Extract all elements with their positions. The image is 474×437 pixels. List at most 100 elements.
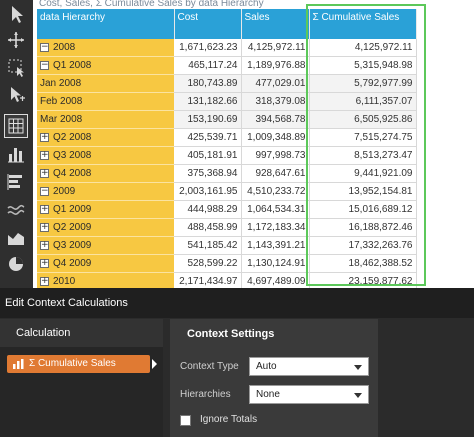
- row-label: Jan 2008: [40, 78, 82, 90]
- row-header[interactable]: + Q4 2009: [37, 254, 174, 273]
- table-row: −2009 2,003,161.95 4,510,233.72 13,952,154.…: [37, 182, 417, 201]
- cumulative-sales-cell[interactable]: 5,315,948.98: [309, 56, 417, 76]
- horizontal-bar-icon[interactable]: [5, 171, 27, 193]
- table-row: + Q2 2009 488,458.99 1,172,183.34 16,188,872…: [37, 218, 417, 237]
- cumulative-sales-cell[interactable]: 16,188,872.46: [309, 218, 417, 237]
- hierarchies-value: None: [256, 389, 280, 400]
- edit-context-calculations-panel: Edit Context Calculations Calculation Σ …: [0, 288, 474, 437]
- collapse-icon[interactable]: −: [40, 185, 49, 196]
- cost-cell[interactable]: 425,539.71: [174, 128, 242, 148]
- cost-cell[interactable]: 1,671,623.23: [174, 39, 242, 58]
- cost-cell[interactable]: 465,117.24: [174, 56, 242, 76]
- expand-icon[interactable]: +: [40, 275, 49, 286]
- cost-cell[interactable]: 488,458.99: [174, 218, 242, 237]
- cost-cell[interactable]: 2,003,161.95: [174, 182, 242, 201]
- ignore-totals-checkbox[interactable]: [180, 415, 191, 426]
- row-header[interactable]: −2009: [37, 182, 174, 201]
- sales-cell[interactable]: 1,172,183.34: [241, 218, 310, 237]
- row-header[interactable]: Feb 2008: [37, 92, 174, 112]
- column-header-cost[interactable]: Cost: [174, 9, 242, 39]
- cost-cell[interactable]: 131,182.66: [174, 92, 242, 112]
- cumulative-sales-cell[interactable]: 17,332,263.76: [309, 236, 417, 255]
- cumulative-sales-cell[interactable]: 15,016,689.12: [309, 200, 417, 219]
- row-header[interactable]: + Q3 2008: [37, 146, 174, 166]
- expand-icon[interactable]: +: [40, 221, 49, 232]
- ignore-totals-label: Ignore Totals: [200, 414, 258, 425]
- context-type-select[interactable]: Auto: [249, 357, 369, 376]
- cumulative-sales-cell[interactable]: 8,513,273.47: [309, 146, 417, 166]
- expand-icon[interactable]: +: [40, 257, 49, 268]
- expand-icon[interactable]: +: [40, 167, 49, 178]
- column-header-hierarchy[interactable]: data Hierarchy: [37, 9, 175, 39]
- row-label: Q2 2008: [53, 132, 92, 144]
- grid-view-icon[interactable]: [4, 114, 28, 138]
- cumulative-sales-cell[interactable]: 6,111,357.07: [309, 92, 417, 112]
- row-header[interactable]: Jan 2008: [37, 74, 174, 94]
- column-header-cumulative-sales[interactable]: Σ Cumulative Sales: [309, 9, 417, 39]
- expand-icon[interactable]: +: [40, 132, 49, 143]
- pointer-icon[interactable]: [5, 3, 27, 25]
- cumulative-sales-cell[interactable]: 9,441,921.09: [309, 164, 417, 183]
- calculation-item-cumulative-sales[interactable]: Σ Cumulative Sales: [7, 355, 150, 373]
- sales-cell[interactable]: 928,647.61: [241, 164, 310, 183]
- line-chart-icon[interactable]: [5, 199, 27, 221]
- sales-cell[interactable]: 318,379.08: [241, 92, 310, 112]
- sales-cell[interactable]: 1,130,124.91: [241, 254, 310, 273]
- pivot-grid-area: Cost, Sales, Σ Cumulative Sales by data …: [33, 0, 474, 291]
- area-chart-icon[interactable]: [5, 226, 27, 248]
- cumulative-sales-cell[interactable]: 6,505,925.86: [309, 110, 417, 130]
- sales-cell[interactable]: 997,998.73: [241, 146, 310, 166]
- panel-title: Edit Context Calculations: [0, 288, 474, 318]
- move-icon[interactable]: [5, 29, 27, 51]
- expand-icon[interactable]: +: [40, 149, 49, 160]
- sales-cell[interactable]: 394,568.78: [241, 110, 310, 130]
- sales-cell[interactable]: 1,064,534.31: [241, 200, 310, 219]
- collapse-icon[interactable]: −: [40, 60, 49, 71]
- row-header[interactable]: Mar 2008: [37, 110, 174, 130]
- row-header[interactable]: −2008: [37, 39, 174, 58]
- cost-cell[interactable]: 180,743.89: [174, 74, 242, 94]
- cost-cell[interactable]: 153,190.69: [174, 110, 242, 130]
- chevron-down-icon: [354, 393, 362, 398]
- bar-chart-icon[interactable]: [5, 143, 27, 165]
- row-label: Feb 2008: [40, 96, 83, 108]
- row-label: 2009: [53, 185, 76, 197]
- row-header[interactable]: + Q2 2009: [37, 218, 174, 237]
- vertical-scrollbar[interactable]: [460, 0, 474, 288]
- sales-cell[interactable]: 1,143,391.21: [241, 236, 310, 255]
- cumulative-sales-cell[interactable]: 7,515,274.75: [309, 128, 417, 148]
- cost-cell[interactable]: 541,185.42: [174, 236, 242, 255]
- cost-cell[interactable]: 444,988.29: [174, 200, 242, 219]
- collapse-icon[interactable]: −: [40, 42, 49, 53]
- expand-icon[interactable]: +: [40, 203, 49, 214]
- row-header[interactable]: +2010: [37, 272, 174, 291]
- row-header[interactable]: + Q4 2008: [37, 164, 174, 183]
- marquee-select-icon[interactable]: [5, 56, 27, 78]
- expand-icon[interactable]: +: [40, 239, 49, 250]
- column-header-sales[interactable]: Sales: [241, 9, 310, 39]
- sales-cell[interactable]: 1,189,976.88: [241, 56, 310, 76]
- row-header[interactable]: + Q3 2009: [37, 236, 174, 255]
- hierarchies-select[interactable]: None: [249, 385, 369, 404]
- row-header[interactable]: + Q1 2009: [37, 200, 174, 219]
- sales-cell[interactable]: 4,510,233.72: [241, 182, 310, 201]
- cumulative-sales-cell[interactable]: 4,125,972.11: [309, 39, 417, 58]
- sales-cell[interactable]: 1,009,348.89: [241, 128, 310, 148]
- context-type-value: Auto: [256, 361, 277, 372]
- pie-chart-icon[interactable]: [5, 253, 27, 275]
- hierarchies-label: Hierarchies: [180, 389, 231, 400]
- row-header[interactable]: − Q1 2008: [37, 56, 174, 76]
- cumulative-sales-cell[interactable]: 18,462,388.52: [309, 254, 417, 273]
- context-type-label: Context Type: [180, 361, 239, 372]
- cumulative-sales-cell[interactable]: 13,952,154.81: [309, 182, 417, 201]
- cost-cell[interactable]: 405,181.91: [174, 146, 242, 166]
- bar-chart-icon: [13, 359, 24, 369]
- sales-cell[interactable]: 477,029.01: [241, 74, 310, 94]
- cost-cell[interactable]: 528,599.22: [174, 254, 242, 273]
- sales-cell[interactable]: 4,125,972.11: [241, 39, 310, 58]
- drill-cursor-icon[interactable]: [5, 83, 27, 105]
- cost-cell[interactable]: 375,368.94: [174, 164, 242, 183]
- row-header[interactable]: + Q2 2008: [37, 128, 174, 148]
- table-row: + Q4 2009 528,599.22 1,130,124.91 18,462,388…: [37, 254, 417, 273]
- cumulative-sales-cell[interactable]: 5,792,977.99: [309, 74, 417, 94]
